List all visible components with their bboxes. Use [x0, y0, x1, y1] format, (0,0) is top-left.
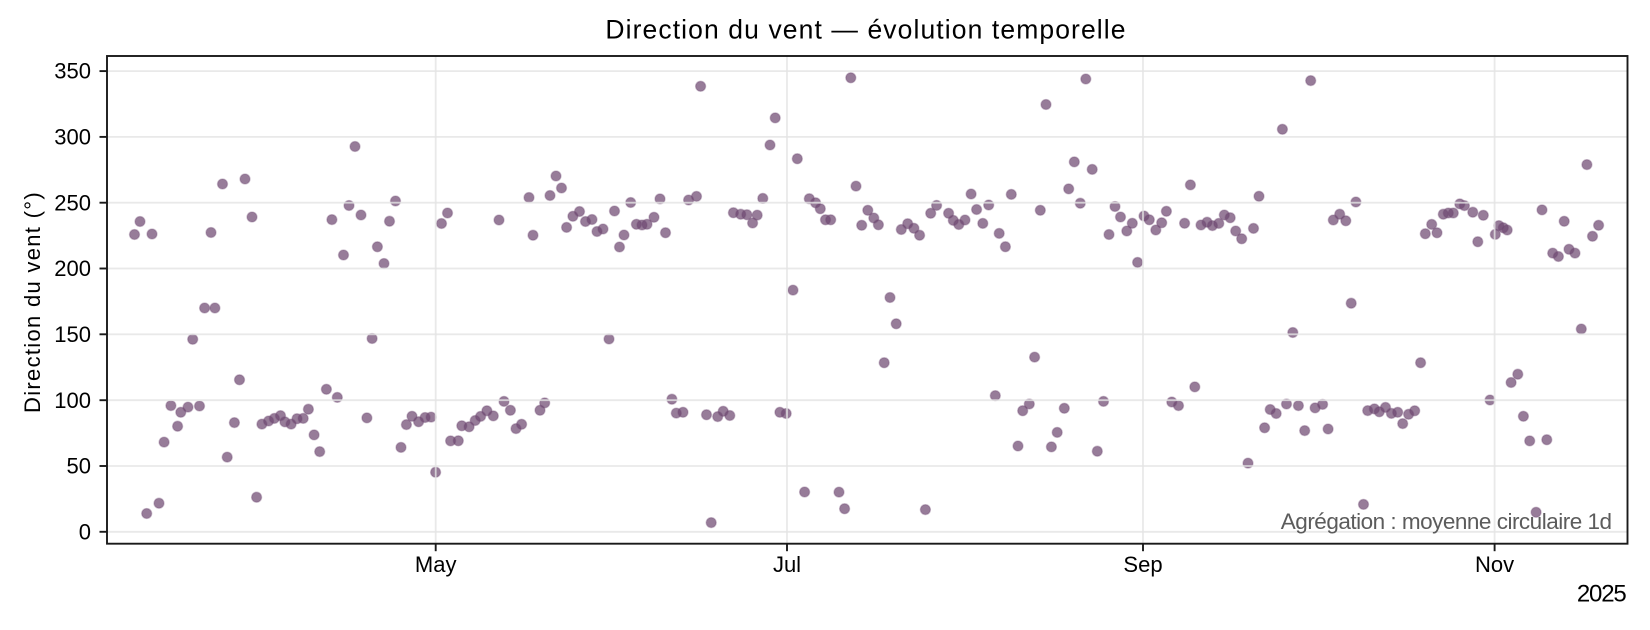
svg-text:250: 250: [54, 190, 91, 215]
svg-text:100: 100: [54, 388, 91, 413]
svg-text:Sep: Sep: [1123, 552, 1162, 577]
svg-text:May: May: [415, 552, 457, 577]
svg-text:Direction du vent (°): Direction du vent (°): [20, 191, 45, 413]
svg-text:0: 0: [79, 519, 91, 544]
svg-text:Jul: Jul: [773, 552, 801, 577]
svg-text:50: 50: [67, 454, 91, 479]
svg-text:Direction du vent — évolution: Direction du vent — évolution temporelle: [605, 15, 1126, 45]
svg-text:Agrégation : moyenne circulair: Agrégation : moyenne circulaire 1d: [1281, 509, 1612, 534]
svg-text:300: 300: [54, 125, 91, 150]
svg-text:200: 200: [54, 256, 91, 281]
svg-text:150: 150: [54, 322, 91, 347]
svg-text:350: 350: [54, 59, 91, 84]
svg-text:Nov: Nov: [1475, 552, 1514, 577]
svg-text:2025: 2025: [1577, 581, 1626, 608]
